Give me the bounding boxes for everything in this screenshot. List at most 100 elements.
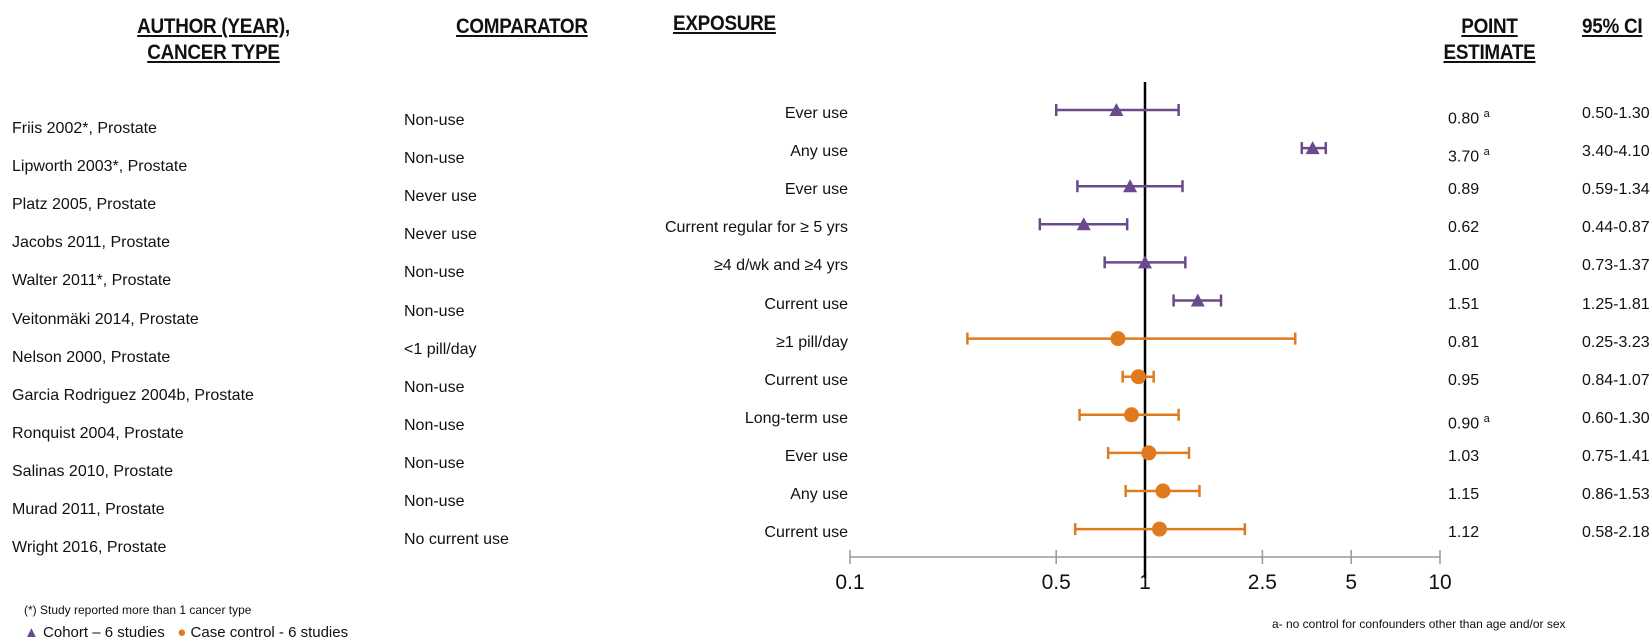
ci-value: 0.59-1.34: [1582, 181, 1650, 199]
x-tick-label: 1: [1139, 571, 1151, 594]
x-tick-label: 5: [1345, 571, 1357, 594]
x-tick-label: 10: [1428, 571, 1451, 594]
exposure-value: ≥4 d/wk and ≥4 yrs: [713, 257, 848, 275]
point-estimate: 3.70 a: [1448, 142, 1490, 167]
estimate-value: 3.70: [1448, 148, 1480, 166]
point-estimate: 0.62: [1448, 218, 1479, 238]
point-estimate: 1.51: [1448, 295, 1479, 315]
comparator-value: Non-use: [404, 454, 465, 472]
x-tick-label: 0.1: [835, 571, 864, 594]
point-estimate: 0.80 a: [1448, 104, 1490, 129]
exposure-value: Long-term use: [744, 409, 848, 427]
comparator-value: Non-use: [404, 493, 465, 510]
case-control-legend-label: Case control - 6 studies: [190, 624, 349, 641]
estimate-value: 1.00: [1448, 257, 1480, 275]
study-author: Nelson 2000, Prostate: [12, 348, 171, 366]
estimate-value: 0.81: [1448, 333, 1480, 351]
point-estimate: 1.00: [1448, 256, 1479, 276]
ci-value: 0.84-1.07: [1582, 371, 1650, 389]
exposure-value: ≥1 pill/day: [776, 333, 848, 351]
study-author: Friis 2002*, Prostate: [12, 120, 157, 137]
case-control-legend-symbol: ●: [177, 624, 187, 641]
study-author: Lipworth 2003*, Prostate: [12, 158, 188, 176]
exposure-value: Current regular for ≥ 5 yrs: [664, 219, 848, 237]
cohort-legend-symbol: ▲: [24, 624, 39, 641]
estimate-value: 0.62: [1448, 219, 1480, 237]
comparator-value: Non-use: [404, 302, 465, 320]
exposure-value: Ever use: [784, 181, 848, 199]
cohort-marker: [1305, 141, 1320, 155]
estimate-value: 1.03: [1448, 447, 1480, 465]
author-header-line2: CANCER TYPE: [147, 41, 280, 64]
estimate-value: 0.89: [1448, 181, 1480, 199]
footnote-star: (*) Study reported more than 1 cancer ty…: [24, 603, 252, 617]
ci-value: 0.60-1.30: [1582, 409, 1650, 427]
ci-value: 0.73-1.37: [1582, 257, 1650, 275]
ci-header: 95% CI: [1582, 15, 1643, 38]
study-author: Walter 2011*, Prostate: [12, 272, 172, 290]
ci-value: 0.50-1.30: [1582, 105, 1650, 122]
ci-value: 0.58-2.18: [1582, 524, 1650, 542]
cohort-marker: [1076, 217, 1091, 231]
estimate-value: 0.80: [1448, 110, 1480, 128]
comparator-value: Non-use: [404, 112, 465, 129]
point-estimate: 0.81: [1448, 333, 1479, 353]
estimate-value: 0.95: [1448, 371, 1480, 389]
comparator-value: Non-use: [404, 150, 465, 168]
comparator-value: Non-use: [404, 416, 465, 434]
cohort-marker: [1190, 293, 1205, 307]
comparator-value: Never use: [404, 188, 477, 206]
exposure-value: Ever use: [784, 105, 848, 122]
cohort-legend-label: Cohort – 6 studies: [43, 624, 165, 641]
x-tick-label: 2.5: [1248, 571, 1277, 594]
point-estimate: 0.89: [1448, 180, 1479, 200]
point-estimate: 1.03: [1448, 447, 1479, 467]
author-header: AUTHOR (YEAR), CANCER TYPE: [110, 14, 317, 66]
exposure-value: Current use: [764, 295, 848, 313]
ci-value: 1.25-1.81: [1582, 295, 1650, 313]
point-header-line2: ESTIMATE: [1443, 41, 1536, 64]
case-control-marker: [1152, 521, 1168, 537]
study-author: Jacobs 2011, Prostate: [12, 234, 171, 252]
study-author: Veitonmäki 2014, Prostate: [12, 310, 199, 328]
footnote-a: a- no control for confounders other than…: [1272, 617, 1566, 631]
comparator-value: No current use: [404, 531, 509, 549]
case-control-marker: [1130, 369, 1146, 385]
comparator-value: Never use: [404, 226, 477, 244]
point-estimate: 0.90 a: [1448, 409, 1490, 434]
study-author: Ronquist 2004, Prostate: [12, 424, 184, 442]
estimate-note: a: [1483, 412, 1490, 425]
comparator-value: Non-use: [404, 264, 465, 282]
estimate-value: 1.15: [1448, 486, 1480, 503]
point-estimate: 1.12: [1448, 523, 1479, 543]
estimate-value: 1.51: [1448, 295, 1480, 313]
exposure-header: EXPOSURE: [673, 12, 776, 35]
exposure-value: Any use: [790, 143, 848, 161]
exposure-value: Current use: [764, 371, 848, 389]
comparator-value: <1 pill/day: [404, 340, 477, 358]
ci-value: 0.86-1.53: [1582, 486, 1650, 503]
estimate-note: a: [1483, 146, 1490, 159]
cohort-marker: [1123, 179, 1138, 193]
author-header-line1: AUTHOR (YEAR),: [137, 15, 290, 38]
comparator-value: Non-use: [404, 378, 465, 396]
legend: ▲ Cohort – 6 studies ● Case control - 6 …: [24, 624, 348, 641]
estimate-value: 1.12: [1448, 524, 1480, 542]
point-estimate-header: POINT ESTIMATE: [1440, 14, 1539, 66]
study-author: Salinas 2010, Prostate: [12, 462, 173, 480]
case-control-marker: [1141, 445, 1157, 461]
ci-value: 0.75-1.41: [1582, 447, 1650, 465]
study-author: Platz 2005, Prostate: [12, 196, 157, 214]
estimate-note: a: [1483, 108, 1490, 120]
study-author: Wright 2016, Prostate: [12, 539, 167, 557]
point-estimate: 1.15: [1448, 485, 1479, 505]
point-header-line1: POINT: [1461, 15, 1518, 38]
exposure-value: Ever use: [784, 447, 848, 465]
exposure-value: Current use: [764, 524, 848, 542]
case-control-marker: [1110, 331, 1126, 347]
x-tick-label: 0.5: [1042, 571, 1071, 594]
estimate-value: 0.90: [1448, 415, 1480, 433]
cohort-marker: [1138, 255, 1152, 269]
ci-value: 3.40-4.10: [1582, 143, 1650, 161]
